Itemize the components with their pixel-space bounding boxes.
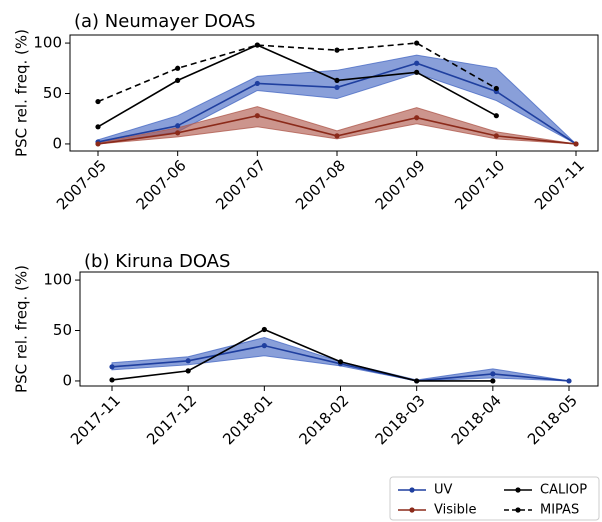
point: [185, 368, 191, 374]
point: [493, 85, 499, 92]
y-axis-label: PSC rel. freq. (%): [13, 29, 31, 157]
point: [254, 42, 260, 48]
legend-label: Visible: [434, 503, 476, 518]
point: [95, 98, 101, 105]
legend-label: MIPAS: [540, 503, 579, 518]
point: [414, 69, 420, 75]
y-axis-label: PSC rel. freq. (%): [13, 265, 31, 393]
y-tick-label: 0: [52, 134, 62, 152]
point: [414, 60, 420, 66]
point: [334, 47, 340, 53]
series-line: [97, 44, 497, 128]
point: [334, 133, 340, 139]
point: [414, 378, 420, 384]
y-tick-label: 0: [62, 371, 72, 389]
x-tick-label: 2007-09: [372, 156, 429, 213]
point: [490, 371, 496, 377]
legend-box: [389, 476, 600, 521]
point: [493, 133, 499, 139]
x-tick-label: 2007-05: [53, 156, 110, 213]
y-tick-label: 100: [33, 34, 62, 52]
point: [414, 115, 420, 121]
point: [175, 65, 181, 71]
x-tick-label: 2017-12: [143, 391, 200, 448]
series-line: [97, 42, 497, 103]
x-tick-label: 2007-08: [292, 156, 349, 213]
point: [566, 378, 572, 384]
point: [109, 377, 115, 383]
point: [109, 364, 115, 370]
legend-marker: [515, 507, 521, 513]
x-tick-label: 2017-11: [67, 391, 124, 448]
axes-frame: [69, 34, 599, 152]
axes-frame: [79, 271, 599, 387]
point: [95, 141, 101, 147]
point: [337, 359, 344, 365]
legend-marker: [409, 487, 415, 493]
point: [175, 77, 181, 83]
y-tick-label: 50: [43, 84, 62, 102]
point: [261, 343, 267, 349]
y-tick-label: 100: [43, 271, 72, 289]
point: [414, 40, 420, 46]
legend-marker: [515, 487, 521, 493]
legend-label: CALIOP: [540, 483, 587, 498]
point: [334, 84, 340, 91]
panel-title: (b) Kiruna DOAS: [84, 251, 230, 272]
point: [573, 141, 579, 147]
panel-title: (a) Neumayer DOAS: [74, 11, 256, 32]
point: [334, 77, 340, 83]
x-tick-label: 2007-11: [531, 156, 588, 213]
y-tick-label: 50: [53, 321, 72, 339]
point: [95, 124, 101, 130]
x-tick-label: 2018-01: [219, 391, 276, 448]
point: [490, 378, 496, 384]
x-tick-label: 2018-05: [524, 391, 581, 448]
point: [261, 326, 267, 333]
point: [175, 130, 181, 136]
point: [493, 113, 499, 119]
x-tick-label: 2007-10: [451, 156, 508, 213]
x-tick-label: 2018-02: [295, 391, 352, 448]
point: [175, 123, 181, 129]
point: [185, 358, 191, 364]
legend-label: UV: [434, 483, 453, 498]
x-tick-label: 2007-06: [133, 156, 190, 213]
x-tick-label: 2018-04: [448, 391, 505, 448]
x-tick-label: 2007-07: [212, 156, 269, 213]
legend-marker: [409, 507, 415, 513]
x-tick-label: 2018-03: [372, 391, 429, 448]
series-line: [111, 328, 493, 382]
point: [254, 80, 260, 87]
point: [254, 113, 260, 119]
